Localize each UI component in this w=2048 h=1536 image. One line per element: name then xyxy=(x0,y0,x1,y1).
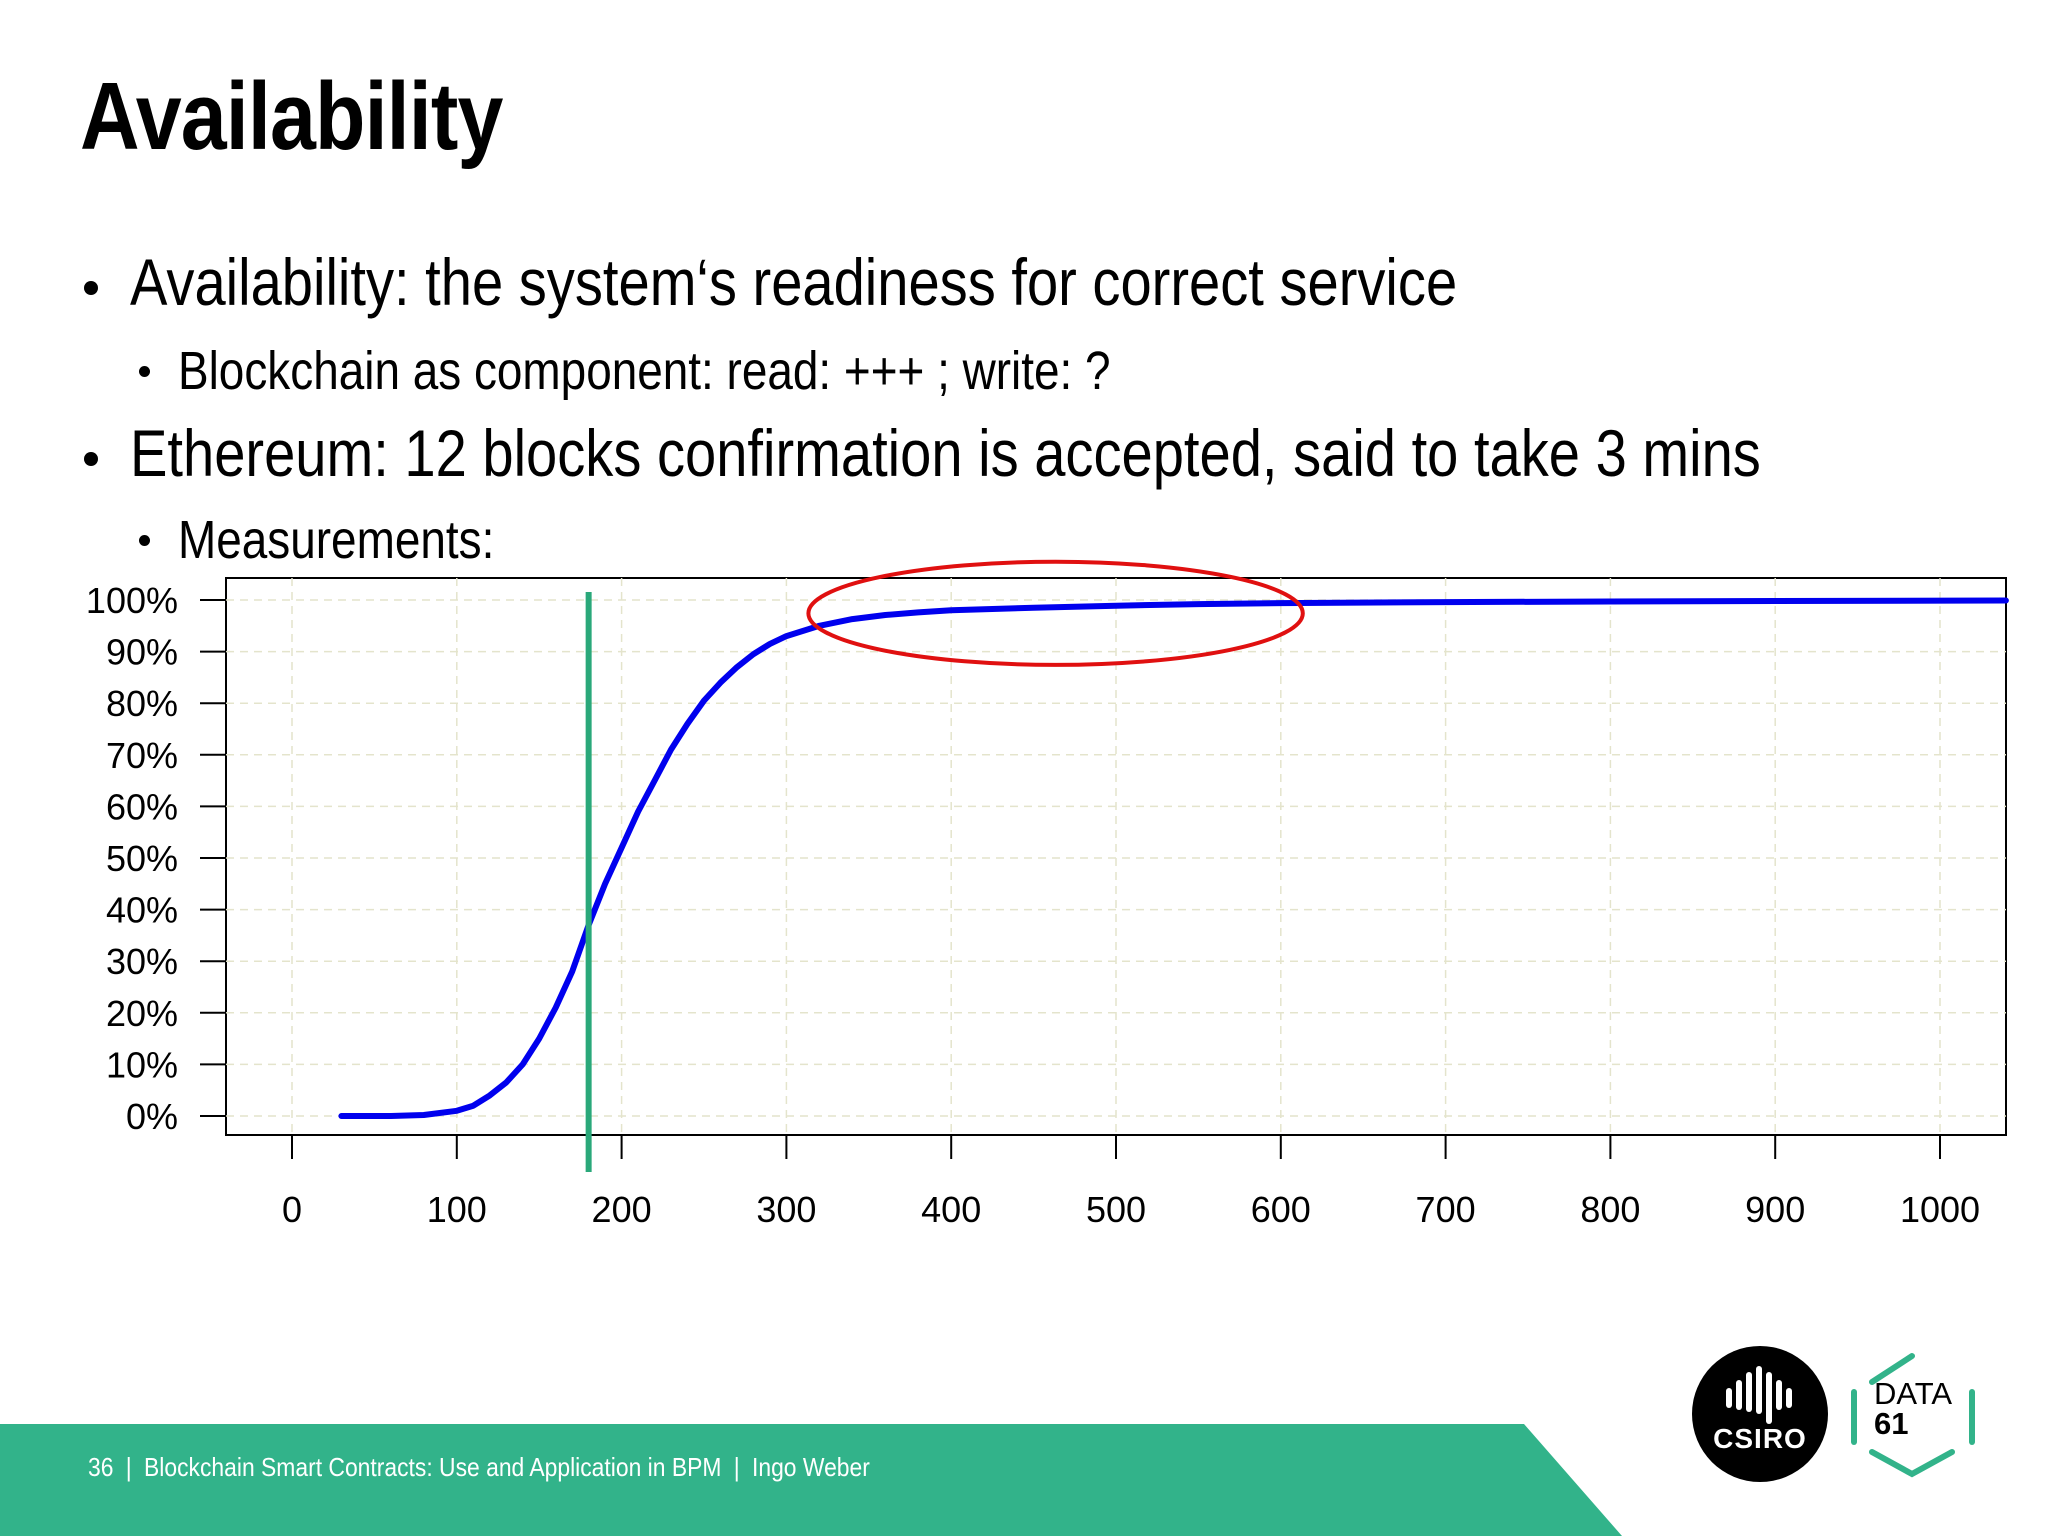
presentation-title: Blockchain Smart Contracts: Use and Appl… xyxy=(144,1452,722,1482)
x-tick-label: 500 xyxy=(1086,1189,1146,1230)
y-tick-label: 30% xyxy=(106,941,178,982)
page-number: 36 xyxy=(88,1452,114,1482)
y-tick-label: 80% xyxy=(106,683,178,724)
y-tick-label: 60% xyxy=(106,786,178,827)
x-tick-label: 1000 xyxy=(1900,1189,1980,1230)
slide-title: Availability xyxy=(80,63,503,170)
csiro-label: CSIRO xyxy=(1713,1423,1807,1454)
footer: 36 | Blockchain Smart Contracts: Use and A… xyxy=(88,1452,870,1483)
bullet-dot-icon xyxy=(139,366,150,377)
x-tick-label: 600 xyxy=(1251,1189,1311,1230)
y-tick-label: 10% xyxy=(106,1044,178,1085)
data61-line1: DATA xyxy=(1874,1376,1952,1411)
x-tick-label: 100 xyxy=(427,1189,487,1230)
highlight-ellipse xyxy=(806,559,1305,667)
y-tick-label: 20% xyxy=(106,993,178,1034)
y-axis: 0% 10% 20% 30% 40% 50% 60% 70% 80% 90% 100% xyxy=(86,580,226,1137)
x-tick-label: 200 xyxy=(592,1189,652,1230)
csiro-logo-circle xyxy=(1692,1346,1828,1482)
y-tick-label: 100% xyxy=(86,580,178,621)
y-tick-label: 40% xyxy=(106,890,178,931)
csiro-logo: CSIRO xyxy=(1692,1346,1828,1482)
series-group xyxy=(338,597,2009,1119)
bullet-text: Measurements: xyxy=(178,510,495,570)
data61-line2: 61 xyxy=(1874,1406,1908,1441)
bullet-dot-icon xyxy=(84,452,98,466)
x-tick-label: 800 xyxy=(1580,1189,1640,1230)
y-tick-label: 50% xyxy=(106,838,178,879)
x-axis: 0 100 200 300 400 500 600 700 800 900 1000 xyxy=(282,1135,1980,1230)
bullet-text: Blockchain as component: read: +++ ; wri… xyxy=(178,341,1111,401)
bullet-text: Availability: the system‘s readiness for… xyxy=(130,245,1458,319)
series-line xyxy=(338,597,2009,1119)
bullet-dot-icon xyxy=(139,535,150,546)
x-tick-label: 700 xyxy=(1416,1189,1476,1230)
data61-logo: DATA 61 xyxy=(1851,1353,1975,1478)
grid xyxy=(226,578,2006,1135)
measurement-chart: 0% 10% 20% 30% 40% 50% 60% 70% 80% 90% 100% 0 100 20… xyxy=(86,559,2009,1230)
x-tick-label: 900 xyxy=(1745,1189,1805,1230)
x-tick-label: 400 xyxy=(921,1189,981,1230)
bullet-text: Ethereum: 12 blocks confirmation is acce… xyxy=(130,416,1761,490)
y-tick-label: 0% xyxy=(126,1096,178,1137)
author: Ingo Weber xyxy=(752,1452,870,1482)
csiro-waveform-icon xyxy=(1726,1366,1792,1424)
bullet-dot-icon xyxy=(84,281,98,295)
x-tick-label: 0 xyxy=(282,1189,302,1230)
y-tick-label: 70% xyxy=(106,735,178,776)
annotations xyxy=(585,559,1305,1172)
footer-separator: | xyxy=(125,1452,132,1482)
x-tick-label: 300 xyxy=(756,1189,816,1230)
y-tick-label: 90% xyxy=(106,632,178,673)
footer-band-shape xyxy=(0,1424,1622,1536)
footer-separator: | xyxy=(733,1452,740,1482)
